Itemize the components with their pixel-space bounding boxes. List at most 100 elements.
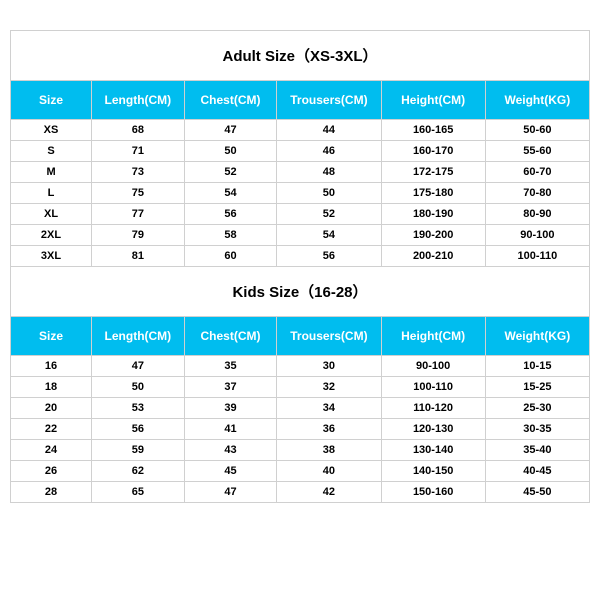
table-cell: 100-110 <box>381 377 485 398</box>
adult-title: Adult Size（XS-3XL） <box>11 31 590 81</box>
table-cell: 54 <box>184 183 277 204</box>
table-cell: S <box>11 141 92 162</box>
table-cell: 40 <box>277 461 381 482</box>
table-cell: 55-60 <box>485 141 589 162</box>
table-cell: XS <box>11 120 92 141</box>
table-cell: 80-90 <box>485 204 589 225</box>
table-row: XS684744160-16550-60 <box>11 120 590 141</box>
table-cell: 73 <box>92 162 185 183</box>
table-cell: 50 <box>92 377 185 398</box>
table-cell: 46 <box>277 141 381 162</box>
table-cell: 38 <box>277 440 381 461</box>
col-length-header: Length(CM) <box>92 81 185 120</box>
table-cell: 47 <box>92 356 185 377</box>
table-cell: 2XL <box>11 225 92 246</box>
table-row: 28654742150-16045-50 <box>11 482 590 503</box>
table-cell: 40-45 <box>485 461 589 482</box>
table-cell: 180-190 <box>381 204 485 225</box>
table-cell: 56 <box>277 246 381 267</box>
table-cell: 43 <box>184 440 277 461</box>
table-cell: 140-150 <box>381 461 485 482</box>
table-cell: 52 <box>277 204 381 225</box>
kids-body: 1647353090-10010-1518503732100-11015-252… <box>11 356 590 503</box>
table-cell: 130-140 <box>381 440 485 461</box>
table-cell: 47 <box>184 120 277 141</box>
table-cell: 59 <box>92 440 185 461</box>
table-cell: 100-110 <box>485 246 589 267</box>
size-chart-table: Adult Size（XS-3XL） Size Length(CM) Chest… <box>10 30 590 503</box>
table-cell: 32 <box>277 377 381 398</box>
table-cell: 24 <box>11 440 92 461</box>
table-cell: 41 <box>184 419 277 440</box>
table-cell: 58 <box>184 225 277 246</box>
table-cell: 28 <box>11 482 92 503</box>
col-chest-header: Chest(CM) <box>184 317 277 356</box>
table-cell: 77 <box>92 204 185 225</box>
table-cell: 60-70 <box>485 162 589 183</box>
table-cell: 79 <box>92 225 185 246</box>
table-row: S715046160-17055-60 <box>11 141 590 162</box>
table-cell: 35-40 <box>485 440 589 461</box>
table-row: M735248172-17560-70 <box>11 162 590 183</box>
table-cell: XL <box>11 204 92 225</box>
kids-header-row: Size Length(CM) Chest(CM) Trousers(CM) H… <box>11 317 590 356</box>
col-size-header: Size <box>11 317 92 356</box>
table-row: 1647353090-10010-15 <box>11 356 590 377</box>
table-cell: 68 <box>92 120 185 141</box>
table-cell: 15-25 <box>485 377 589 398</box>
table-cell: 53 <box>92 398 185 419</box>
col-height-header: Height(CM) <box>381 317 485 356</box>
table-cell: 26 <box>11 461 92 482</box>
table-cell: 22 <box>11 419 92 440</box>
table-cell: 35 <box>184 356 277 377</box>
table-cell: 71 <box>92 141 185 162</box>
kids-title: Kids Size（16-28） <box>11 267 590 317</box>
table-row: 3XL816056200-210100-110 <box>11 246 590 267</box>
table-row: 26624540140-15040-45 <box>11 461 590 482</box>
table-cell: 110-120 <box>381 398 485 419</box>
table-cell: 70-80 <box>485 183 589 204</box>
table-cell: 54 <box>277 225 381 246</box>
table-cell: 50-60 <box>485 120 589 141</box>
table-cell: 160-170 <box>381 141 485 162</box>
table-cell: 90-100 <box>485 225 589 246</box>
table-cell: 120-130 <box>381 419 485 440</box>
table-cell: 50 <box>277 183 381 204</box>
table-cell: L <box>11 183 92 204</box>
adult-body: XS684744160-16550-60S715046160-17055-60M… <box>11 120 590 267</box>
table-cell: 36 <box>277 419 381 440</box>
table-cell: 190-200 <box>381 225 485 246</box>
col-trousers-header: Trousers(CM) <box>277 81 381 120</box>
table-cell: 48 <box>277 162 381 183</box>
col-size-header: Size <box>11 81 92 120</box>
table-cell: 60 <box>184 246 277 267</box>
table-cell: 47 <box>184 482 277 503</box>
table-cell: 34 <box>277 398 381 419</box>
table-cell: 56 <box>92 419 185 440</box>
table-cell: 16 <box>11 356 92 377</box>
col-weight-header: Weight(KG) <box>485 317 589 356</box>
table-cell: 37 <box>184 377 277 398</box>
table-cell: 45 <box>184 461 277 482</box>
table-row: L755450175-18070-80 <box>11 183 590 204</box>
col-trousers-header: Trousers(CM) <box>277 317 381 356</box>
table-cell: 44 <box>277 120 381 141</box>
table-row: 20533934110-12025-30 <box>11 398 590 419</box>
table-cell: 81 <box>92 246 185 267</box>
table-row: 18503732100-11015-25 <box>11 377 590 398</box>
table-cell: 200-210 <box>381 246 485 267</box>
table-cell: 20 <box>11 398 92 419</box>
table-cell: 42 <box>277 482 381 503</box>
table-cell: 52 <box>184 162 277 183</box>
col-weight-header: Weight(KG) <box>485 81 589 120</box>
table-cell: 39 <box>184 398 277 419</box>
table-row: 2XL795854190-20090-100 <box>11 225 590 246</box>
table-cell: 175-180 <box>381 183 485 204</box>
col-chest-header: Chest(CM) <box>184 81 277 120</box>
table-cell: 30-35 <box>485 419 589 440</box>
table-cell: 56 <box>184 204 277 225</box>
table-cell: 75 <box>92 183 185 204</box>
table-cell: 90-100 <box>381 356 485 377</box>
table-cell: 45-50 <box>485 482 589 503</box>
table-cell: 65 <box>92 482 185 503</box>
